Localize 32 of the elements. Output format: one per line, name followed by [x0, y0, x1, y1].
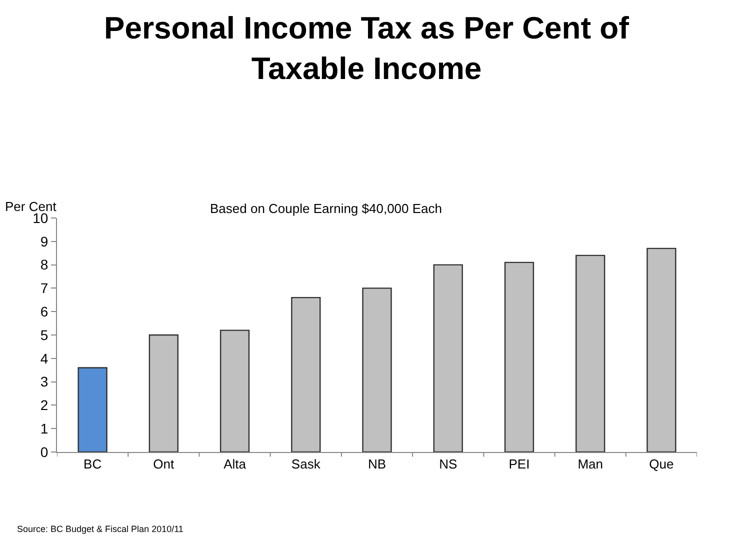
- y-tick-label: 1: [40, 420, 48, 436]
- x-tick-label: NS: [439, 456, 458, 472]
- bar: [291, 296, 321, 452]
- chart-title: Personal Income Tax as Per Cent of Taxable Income: [104, 10, 630, 86]
- y-tick-label: 8: [40, 256, 48, 273]
- bar: [576, 254, 606, 452]
- bar: [504, 262, 534, 452]
- bar: [362, 288, 392, 452]
- y-tick-label: 5: [40, 326, 48, 343]
- y-tick-label: 3: [40, 374, 48, 390]
- y-tick-label: 7: [40, 280, 48, 296]
- x-tick-label: PEI: [508, 456, 530, 472]
- bar: [148, 334, 178, 452]
- x-tick-label: Que: [649, 456, 674, 472]
- y-tick-label: 2: [40, 397, 48, 414]
- x-tick-label: Alta: [224, 456, 247, 472]
- x-tick-label: BC: [84, 456, 102, 472]
- y-tick-label: 4: [40, 350, 48, 366]
- y-tick-label: 0: [40, 444, 48, 460]
- bar: [78, 367, 108, 452]
- bar: [433, 264, 463, 452]
- y-tick-label: 9: [40, 233, 48, 250]
- text: Based on Couple Earning $40,000 Each: [210, 201, 442, 216]
- x-tick-label: Ont: [153, 456, 175, 472]
- bar: [646, 248, 676, 452]
- bar: [220, 330, 250, 452]
- source-note: Source: BC Budget & Fiscal Plan 2010/11: [17, 524, 184, 534]
- y-axis-title: Per Cent: [5, 199, 57, 214]
- x-tick-label: NB: [368, 456, 386, 472]
- y-tick-label: 6: [40, 304, 48, 320]
- x-tick-label: Man: [578, 456, 603, 472]
- x-tick-label: Sask: [291, 456, 321, 472]
